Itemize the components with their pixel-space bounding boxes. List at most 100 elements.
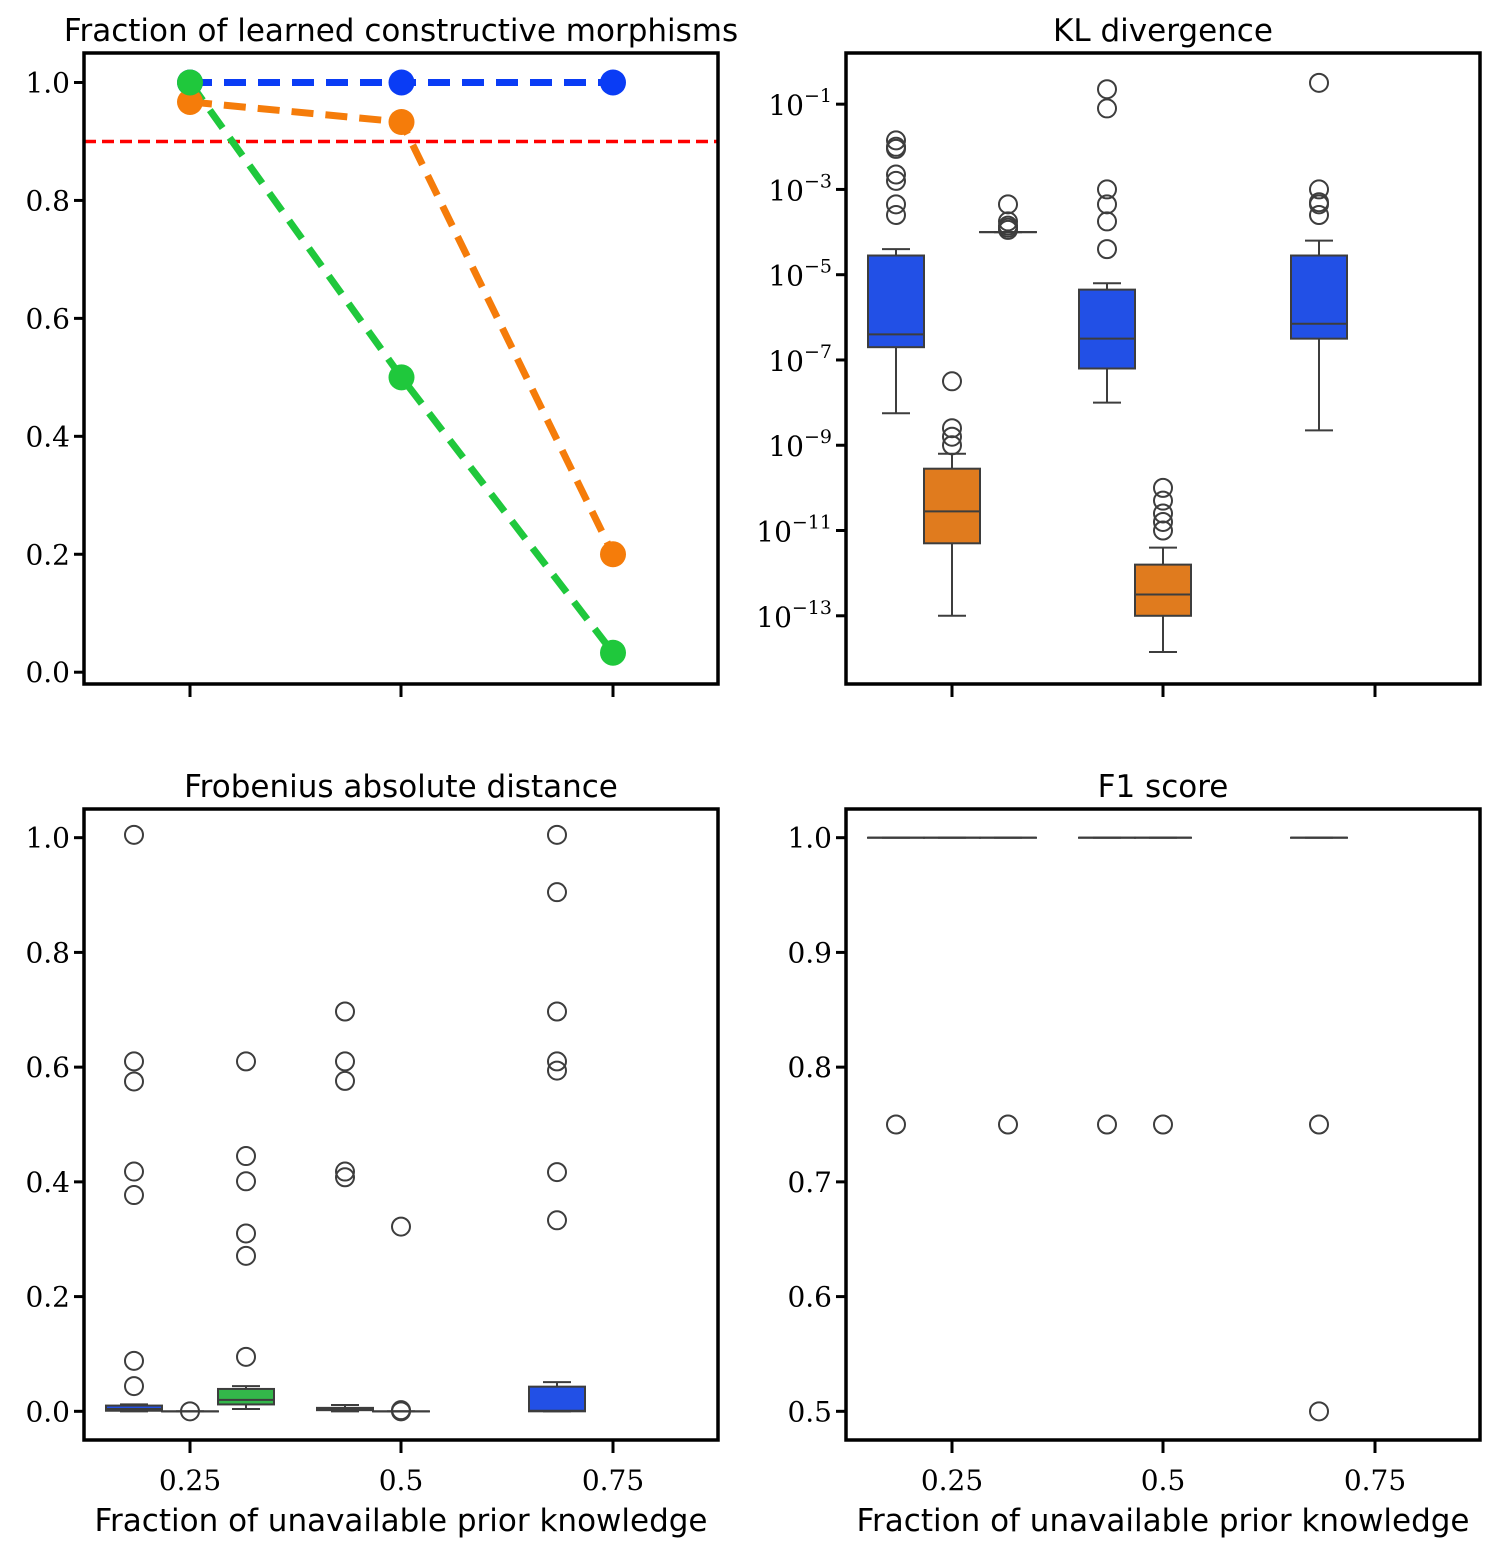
- box-outlier: [547, 1051, 567, 1072]
- axes-frame: [844, 807, 1482, 1442]
- box-body: [1134, 563, 1192, 617]
- box-outlier: [886, 194, 906, 215]
- y-tick-label: 1.0: [787, 822, 832, 855]
- box-outlier: [1153, 490, 1173, 511]
- series-line: [187, 80, 616, 655]
- y-tick-label: 0.6: [25, 302, 70, 335]
- box-outlier: [236, 1223, 256, 1244]
- box-outlier: [942, 426, 962, 447]
- box-outlier: [124, 1161, 144, 1182]
- axes-frame: [844, 51, 1482, 686]
- y-axis: 0.0 0.2 0.4 0.6 0.8 1.0: [25, 822, 84, 1428]
- y-tick-label: 0.4: [25, 1166, 70, 1199]
- box-outlier: [236, 1051, 256, 1072]
- box-outlier: [124, 1071, 144, 1092]
- x-axis: [950, 684, 1377, 697]
- box-outlier: [1097, 194, 1117, 215]
- box-outlier: [547, 1001, 567, 1022]
- box-outlier: [942, 418, 962, 439]
- box-outlier: [547, 1162, 567, 1183]
- y-tick-label: 10−1: [768, 85, 832, 122]
- panel-title: Fraction of learned constructive morphis…: [64, 13, 738, 49]
- box-body: [217, 1387, 275, 1406]
- box-outlier: [1153, 511, 1173, 532]
- x-tick-label: 0.75: [1344, 1464, 1406, 1497]
- y-tick-label: 1.0: [25, 822, 70, 855]
- box-outlier: [886, 136, 906, 157]
- y-tick-label: 0.6: [25, 1051, 70, 1084]
- plot-area: [867, 836, 1348, 1422]
- box-outlier: [1153, 477, 1173, 498]
- box-outlier: [1309, 179, 1329, 200]
- box-outlier: [886, 205, 906, 226]
- box-body: [1078, 288, 1136, 370]
- x-tick-label: 0.25: [159, 1464, 221, 1497]
- y-tick-label: 10−5: [768, 256, 832, 293]
- x-tick-label: 0.75: [582, 1464, 644, 1497]
- series-point: [388, 108, 415, 135]
- box-outlier: [335, 1001, 355, 1022]
- box-outlier: [124, 1051, 144, 1072]
- y-tick-label: 0.2: [25, 1281, 70, 1314]
- box-outlier: [942, 371, 962, 392]
- box-outlier: [236, 1245, 256, 1266]
- box-outlier: [998, 1114, 1018, 1135]
- box-outlier: [886, 170, 906, 191]
- y-tick-label: 0.0: [25, 656, 70, 689]
- panel-frobenius-distance: Frobenius absolute distance 0.0 0.2 0.4 0.6…: [25, 769, 720, 1539]
- panel-kl-divergence: KL divergence 10−110−310−510−710−910−111…: [756, 13, 1482, 697]
- x-tick-label: 0.25: [921, 1464, 983, 1497]
- panel-f1-score: F1 score 0.50.60.70.80.91.0 0.25 0.5 0.75 …: [787, 769, 1482, 1539]
- box-outlier: [124, 1376, 144, 1397]
- axes-frame: [82, 807, 720, 1442]
- y-axis: 0.5 0.6 0.7 0.8 0.9 1.0: [787, 822, 846, 1428]
- axes-frame: [82, 51, 720, 686]
- series-point: [600, 639, 626, 666]
- box-outlier: [1309, 1401, 1329, 1422]
- series-point: [600, 541, 626, 568]
- panel-fraction: Fraction of learned constructive morphis…: [25, 13, 738, 697]
- box-outlier: [547, 1060, 567, 1081]
- box-outlier: [335, 1167, 355, 1188]
- box-outlier: [1153, 1114, 1173, 1135]
- y-tick-label: 0.4: [25, 420, 70, 453]
- box-outlier: [886, 164, 906, 185]
- y-tick-label: 10−7: [768, 341, 832, 378]
- y-tick-label: 0.5: [787, 1395, 832, 1428]
- box-outlier: [547, 824, 567, 845]
- box-outlier: [180, 1401, 200, 1422]
- x-tick-label: 0.5: [1141, 1464, 1186, 1497]
- box-outlier: [998, 194, 1018, 215]
- box-outlier: [124, 1185, 144, 1206]
- box-outlier: [335, 1070, 355, 1091]
- box-body: [1290, 254, 1348, 340]
- box-outlier: [391, 1216, 411, 1237]
- y-tick-label: 0.8: [25, 936, 70, 969]
- y-tick-label: 1.0: [25, 66, 70, 99]
- box-outlier: [1097, 179, 1117, 200]
- x-axis: 0.25 0.5 0.75: [159, 1440, 644, 1497]
- y-tick-label: 0.8: [787, 1051, 832, 1084]
- box-outlier: [547, 882, 567, 903]
- panel-title: Frobenius absolute distance: [184, 769, 618, 805]
- box-outlier: [1097, 79, 1117, 100]
- box-outlier: [998, 217, 1018, 238]
- y-tick-label: 10−13: [756, 597, 832, 634]
- box-outlier: [1097, 239, 1117, 260]
- box-outlier: [547, 1210, 567, 1231]
- box-outlier: [1153, 503, 1173, 524]
- plot-area: [105, 824, 586, 1422]
- box-outlier: [1097, 98, 1117, 119]
- plot-area: [84, 69, 718, 666]
- plot-area: [867, 72, 1348, 654]
- box-body: [923, 467, 981, 545]
- series-point: [600, 69, 626, 96]
- y-tick-label: 0.0: [25, 1395, 70, 1428]
- y-tick-label: 0.2: [25, 538, 70, 571]
- series-point: [388, 364, 415, 391]
- y-tick-label: 0.7: [787, 1166, 832, 1199]
- series-point: [177, 88, 203, 115]
- y-tick-label: 0.9: [787, 936, 832, 969]
- x-axis-label: Fraction of unavailable prior knowledge: [856, 1503, 1469, 1539]
